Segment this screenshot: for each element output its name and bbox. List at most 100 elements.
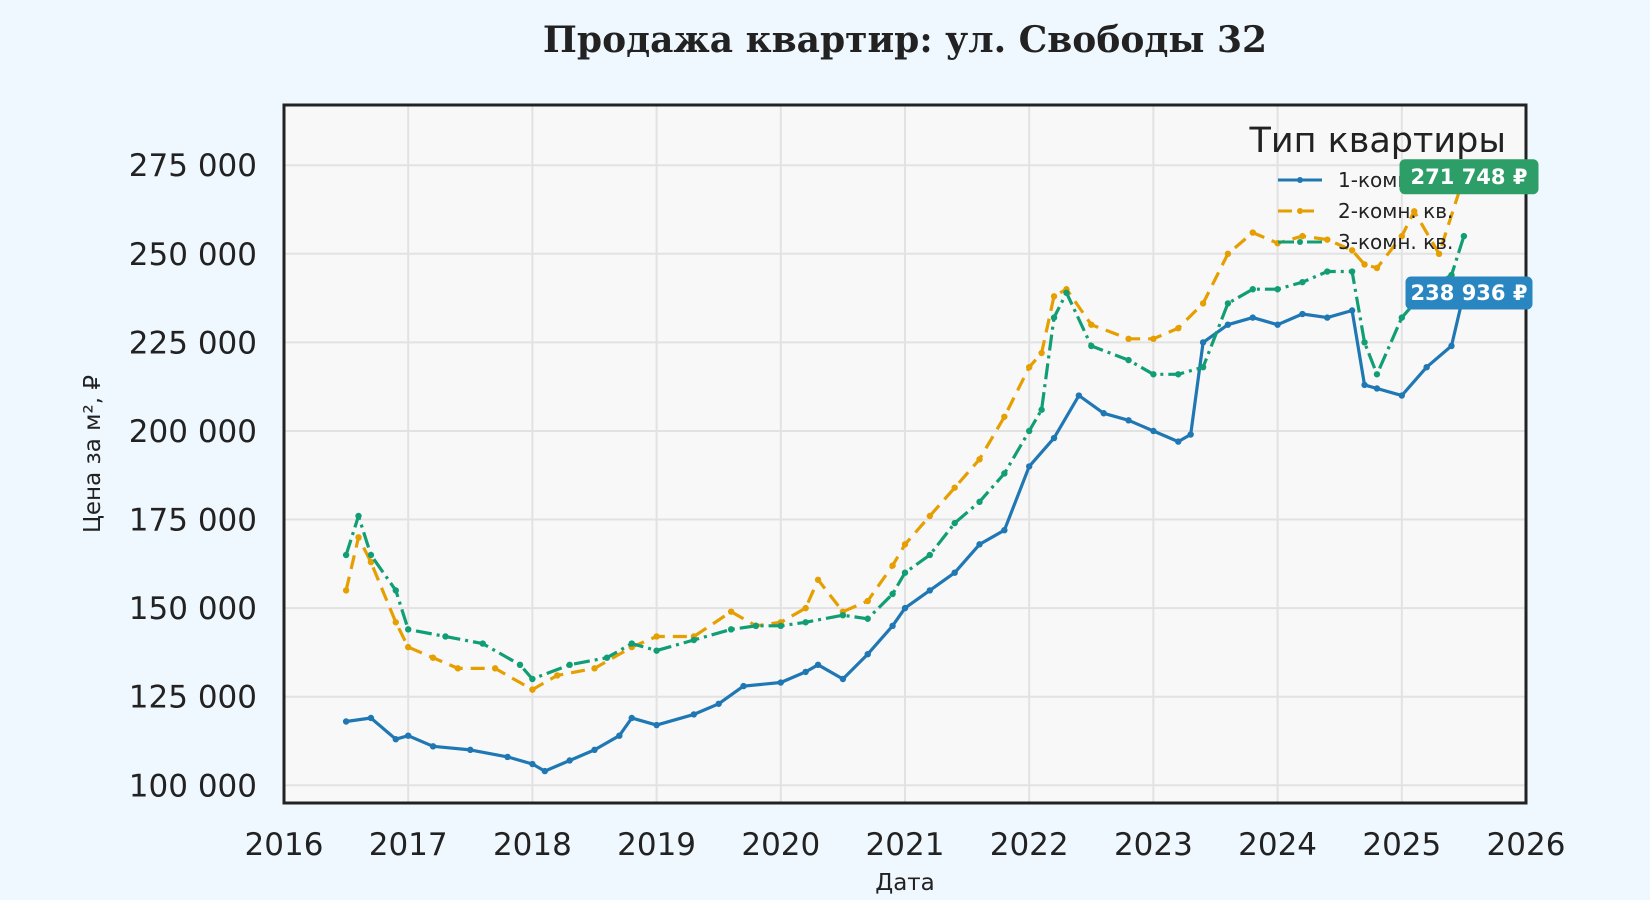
data-point [1175,438,1182,445]
x-axis-label: Дата [875,870,935,896]
legend-label: 3-комн. кв. [1338,230,1453,254]
x-tick-label: 2017 [369,827,448,863]
data-point [1199,363,1207,371]
data-point [1361,261,1368,268]
y-tick-label: 125 000 [129,680,257,716]
data-point [1063,289,1070,296]
data-point [342,551,350,559]
data-point [814,661,822,669]
data-point [1324,314,1331,321]
data-point [802,604,809,612]
y-tick-label: 100 000 [129,768,257,804]
data-point [777,622,784,630]
data-point [429,743,437,750]
data-point [901,541,909,548]
data-point [628,640,635,647]
data-point [1001,470,1008,477]
data-point [355,512,362,520]
end-value-text: 238 936 ₽ [1411,281,1528,305]
data-point [367,714,375,722]
x-axis-ticks: 2016 2017 2018 2019 2020 2021 2022 2023 2024 2025… [245,827,1566,863]
data-point [715,700,722,707]
x-tick-label: 2022 [990,827,1069,863]
data-point [591,665,598,672]
series-1 [342,289,1468,775]
data-point [727,608,735,615]
data-point [1423,363,1430,371]
x-tick-label: 2019 [617,827,696,863]
data-point [491,665,499,672]
data-point [653,647,660,654]
x-tick-label: 2026 [1487,827,1566,863]
data-point [1299,278,1306,286]
chart-title: Продажа квартир: ул. Свободы 32 [543,19,1267,61]
data-point [1224,250,1232,258]
data-point [951,519,958,527]
y-axis-ticks: 100 000 125 000 150 000 175 000 200 000 225 0… [129,148,257,804]
y-tick-label: 175 000 [129,503,257,539]
data-point [405,732,412,739]
data-point [1435,250,1443,258]
data-point [864,615,871,622]
data-point [529,686,536,693]
data-point [1299,232,1306,240]
data-point [1001,526,1008,534]
data-point [628,714,635,722]
data-point [839,612,847,619]
data-point [367,551,375,559]
data-point [926,587,934,594]
grid [284,105,1526,803]
data-point [1125,335,1132,343]
data-point [951,569,958,576]
data-point [901,604,909,612]
data-point [1001,413,1008,420]
data-point [1398,392,1406,399]
end-value-label: 238 936 ₽ [1405,276,1533,310]
data-point [1348,247,1356,254]
x-tick-label: 2018 [493,827,572,863]
data-point [653,633,660,640]
legend: Тип квартиры 1-комн. кв.2-комн. кв.3-ком… [1248,121,1506,254]
data-point [342,587,350,594]
data-point [1448,342,1455,350]
series-2 [342,173,1468,693]
data-point [1373,385,1381,392]
data-point [392,736,399,743]
data-point [1373,264,1381,272]
y-tick-label: 275 000 [129,148,257,184]
data-point [1050,434,1058,442]
data-point [1348,268,1356,275]
legend-label: 2-комн. кв. [1338,199,1453,223]
data-point [405,643,412,651]
data-point [1150,427,1157,435]
data-point [1224,321,1232,328]
data-point [802,619,809,626]
data-point [355,534,362,541]
data-point [864,650,871,658]
data-point [1299,310,1306,318]
legend-marker [1297,208,1303,214]
data-point [603,654,611,661]
data-point [1187,431,1194,438]
data-point [1373,371,1381,378]
legend-entry: 3-комн. кв. [1278,230,1453,254]
x-tick-label: 2023 [1114,827,1193,863]
data-point [566,757,573,764]
data-point [1026,463,1033,470]
data-point [1038,349,1045,357]
data-point [1224,300,1232,307]
data-point [1361,381,1368,389]
data-point [1150,335,1157,343]
data-point [653,721,660,729]
data-point [1324,236,1331,243]
data-point [454,665,462,672]
data-point [1398,232,1406,240]
legend-entries: 1-комн. кв.2-комн. кв.3-комн. кв. [1278,168,1453,254]
y-tick-label: 150 000 [129,591,257,627]
data-point [479,640,486,647]
data-point [467,746,474,754]
data-point [1249,229,1256,236]
data-point [1324,268,1331,275]
